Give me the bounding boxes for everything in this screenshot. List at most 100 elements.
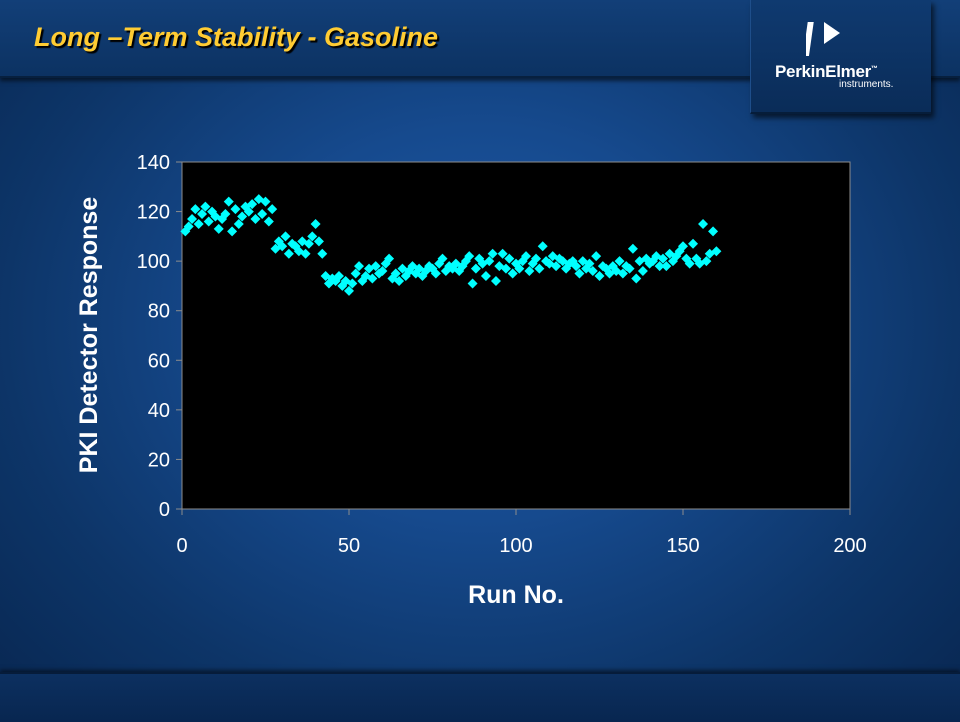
data-point	[283, 248, 294, 259]
slide-title: Long –Term Stability - Gasoline	[34, 22, 439, 52]
data-point	[500, 263, 511, 274]
data-point	[521, 251, 532, 262]
perkinelmer-logo: PerkinElmer™ instruments.	[750, 0, 931, 114]
data-point	[711, 246, 722, 257]
data-point	[223, 196, 234, 207]
data-point	[230, 204, 241, 215]
data-point	[367, 273, 378, 284]
data-point	[347, 278, 358, 289]
data-point	[237, 211, 248, 222]
data-point	[344, 285, 354, 296]
data-point	[654, 261, 665, 272]
x-tick-label: 100	[499, 535, 532, 557]
data-point	[678, 241, 688, 252]
data-point	[484, 256, 495, 267]
data-point	[698, 218, 709, 229]
logo-subtitle: instruments.	[839, 79, 894, 90]
data-point	[333, 271, 344, 282]
data-point	[467, 278, 478, 289]
data-point	[470, 263, 481, 274]
y-tick-label: 140	[137, 152, 170, 174]
data-point	[534, 263, 545, 274]
data-point	[277, 241, 288, 252]
data-point	[247, 199, 258, 210]
data-point	[233, 218, 244, 229]
data-point	[183, 221, 194, 232]
y-tick-label: 20	[148, 449, 170, 471]
data-point	[300, 248, 311, 259]
data-point	[684, 258, 695, 269]
data-point	[627, 243, 638, 254]
data-point	[497, 248, 508, 259]
y-tick-label: 40	[148, 400, 170, 422]
data-point	[507, 268, 518, 279]
data-point	[524, 266, 535, 277]
data-point	[200, 201, 211, 212]
y-tick-label: 0	[159, 499, 170, 521]
data-point	[303, 238, 314, 249]
data-point	[227, 226, 238, 237]
data-point	[190, 204, 201, 215]
data-point	[531, 253, 542, 264]
data-point	[280, 231, 291, 242]
data-point	[624, 263, 635, 274]
data-point	[661, 261, 672, 272]
data-point	[688, 238, 699, 249]
data-point	[437, 253, 448, 264]
y-tick-label: 60	[148, 350, 170, 372]
data-point	[267, 204, 278, 215]
x-tick-label: 0	[176, 535, 187, 557]
x-tick-label: 200	[833, 535, 866, 557]
data-point	[587, 266, 598, 277]
y-axis-label: PKI Detector Response	[75, 197, 103, 474]
data-point	[197, 209, 208, 220]
logo-trademark: ™	[870, 65, 878, 73]
axis-ticks: 0 20 40 60 80 100 120 140 0 50 100 150 200	[137, 152, 867, 557]
data-point	[377, 266, 388, 277]
perkinelmer-mark-icon	[806, 22, 840, 56]
data-point	[504, 253, 515, 264]
x-tick-label: 150	[666, 535, 699, 557]
data-point	[370, 261, 381, 272]
data-point	[187, 214, 198, 225]
data-point	[313, 236, 324, 247]
data-point	[257, 209, 268, 220]
data-point	[584, 258, 595, 269]
data-point	[514, 263, 525, 274]
y-tick-label: 100	[137, 251, 170, 273]
plot-area	[181, 161, 851, 510]
data-point	[574, 268, 585, 279]
data-point	[307, 231, 318, 242]
data-point	[701, 256, 712, 267]
data-point	[594, 271, 605, 282]
data-point	[354, 261, 365, 272]
data-point	[260, 196, 271, 207]
data-point	[203, 216, 214, 227]
data-point	[220, 209, 231, 220]
data-point	[664, 248, 675, 259]
data-point	[394, 275, 405, 286]
data-point	[430, 268, 441, 279]
data-point	[631, 273, 642, 284]
data-points	[180, 194, 722, 296]
data-point	[317, 248, 328, 259]
data-point	[617, 268, 628, 279]
x-tick-label: 50	[338, 535, 360, 557]
data-point	[390, 268, 401, 279]
data-point	[310, 218, 321, 229]
data-point	[250, 214, 261, 225]
data-point	[591, 251, 602, 262]
data-point	[551, 261, 562, 272]
data-point	[657, 253, 668, 264]
footer-bar	[0, 672, 960, 722]
data-point	[614, 256, 625, 267]
data-point	[464, 251, 475, 262]
data-point	[708, 226, 719, 237]
data-point	[350, 268, 361, 279]
data-point	[571, 261, 582, 272]
data-point	[480, 271, 491, 282]
data-point	[263, 216, 274, 227]
x-axis-label: Run No.	[468, 581, 564, 609]
logo-wordmark: PerkinElmer	[775, 62, 871, 81]
